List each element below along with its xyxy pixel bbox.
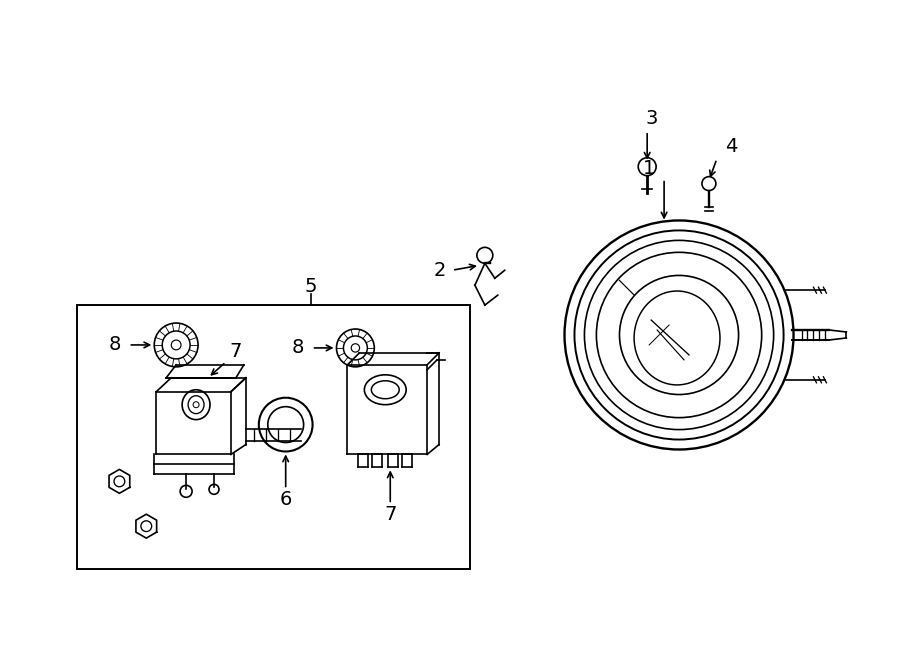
Text: 8: 8 bbox=[292, 338, 304, 358]
Text: 5: 5 bbox=[304, 277, 317, 295]
Text: 4: 4 bbox=[724, 137, 737, 156]
Text: 8: 8 bbox=[108, 335, 121, 354]
Text: 6: 6 bbox=[280, 490, 292, 509]
Text: 7: 7 bbox=[230, 342, 242, 362]
Text: 1: 1 bbox=[643, 159, 655, 178]
Text: 3: 3 bbox=[646, 109, 658, 128]
Bar bbox=[76, 305, 470, 569]
Text: 7: 7 bbox=[384, 505, 396, 524]
Text: 2: 2 bbox=[434, 260, 446, 280]
